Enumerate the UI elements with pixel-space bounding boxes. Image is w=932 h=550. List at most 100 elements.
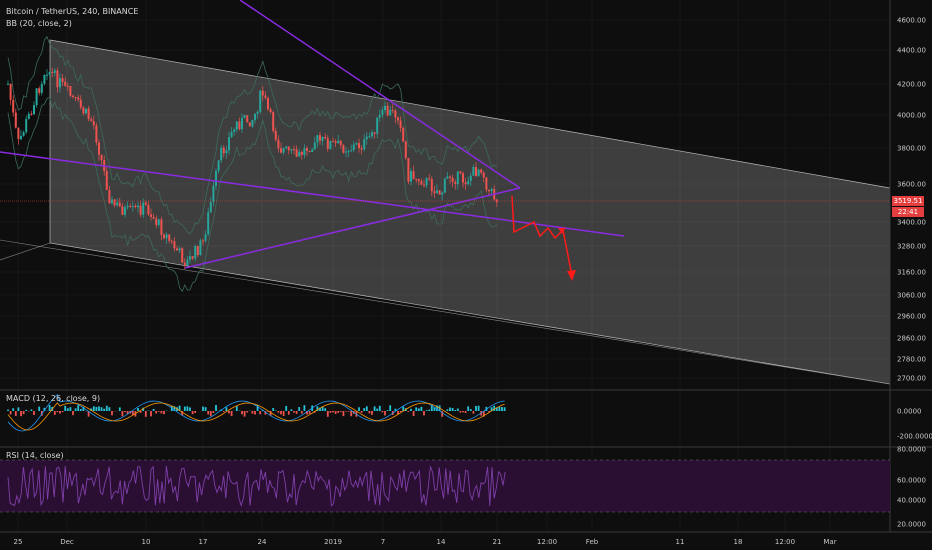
candle-body <box>480 169 483 173</box>
macd-hist-bar <box>326 411 329 417</box>
candle-body <box>222 147 225 154</box>
macd-pane <box>7 393 506 432</box>
candle-body <box>118 202 121 207</box>
candle-body <box>241 118 243 130</box>
candle-body <box>355 143 358 145</box>
macd-hist-bar <box>345 411 347 412</box>
candle-body <box>92 121 95 126</box>
candle-body <box>144 202 147 205</box>
macd-line <box>7 393 505 432</box>
macd-hist-bar <box>14 411 17 416</box>
candle-body <box>108 189 111 204</box>
macd-hist-bar <box>150 411 152 417</box>
candle-body <box>105 171 108 190</box>
time-tick-label: 12:00 <box>537 538 557 546</box>
macd-hist-bar <box>74 408 77 411</box>
macd-hist-bar <box>475 405 477 411</box>
macd-hist-bar <box>105 405 108 411</box>
macd-hist-bar <box>441 411 444 417</box>
macd-hist-bar <box>399 411 402 413</box>
macd-hist-bar <box>235 406 238 411</box>
rsi-band <box>0 460 890 512</box>
macd-hist-bar <box>43 407 46 411</box>
time-tick-label: 21 <box>493 538 502 546</box>
macd-hist-bar <box>56 411 59 413</box>
macd-hist-bar <box>295 411 298 414</box>
macd-hist-bar <box>363 408 366 411</box>
candle-body <box>352 144 355 151</box>
macd-hist-bar <box>420 406 423 411</box>
projection-arrows <box>511 195 576 281</box>
candle-body <box>79 99 82 108</box>
price-tick-label: 2860.00 <box>897 335 926 343</box>
macd-hist-bar <box>436 405 438 411</box>
arrow-path-2 <box>562 229 573 277</box>
candle-body <box>163 234 165 239</box>
candle-body <box>129 205 132 207</box>
candle-body <box>90 118 93 122</box>
macd-hist-bar <box>272 407 275 411</box>
candle-body <box>391 109 394 111</box>
macd-hist-bar <box>446 409 449 411</box>
candle-body <box>371 132 373 137</box>
legend-macd[interactable]: MACD (12, 26, close, 9) <box>6 394 101 403</box>
price-tick-label: 2780.00 <box>897 356 926 364</box>
rsi-tick-label: 40.0000 <box>897 497 926 505</box>
legend-main[interactable]: Bitcoin / TetherUS, 240, BINANCE <box>6 7 139 16</box>
macd-hist-bar <box>66 408 69 411</box>
bollinger-bands <box>7 35 498 293</box>
price-tick-label: 4400.00 <box>897 47 926 55</box>
candle-body <box>389 109 392 116</box>
candle-body <box>472 167 475 176</box>
macd-hist-bar <box>342 411 345 417</box>
macd-hist-bar <box>33 411 35 415</box>
candle-body <box>274 130 277 140</box>
trendline-long <box>0 151 625 237</box>
candle-body <box>399 120 402 128</box>
candle-body <box>425 178 428 186</box>
candle-body <box>358 143 360 149</box>
macd-hist-bar <box>376 408 379 411</box>
macd-hist-bar <box>285 406 288 411</box>
candle-body <box>269 109 272 113</box>
macd-hist-bar <box>139 411 142 413</box>
candle-body <box>66 85 69 87</box>
macd-hist-bar <box>300 411 303 414</box>
candle-body <box>150 214 152 217</box>
macd-hist-bar <box>462 411 464 413</box>
macd-hist-bar <box>178 405 181 411</box>
macd-hist-bar <box>373 406 376 411</box>
candles-layer <box>7 67 498 270</box>
channel-line-left-ext <box>0 242 51 261</box>
legend-rsi[interactable]: RSI (14, close) <box>6 451 64 460</box>
candle-body <box>319 135 321 141</box>
macd-hist-bar <box>7 409 9 411</box>
macd-hist-bar <box>103 408 106 411</box>
macd-hist-bar <box>207 411 210 415</box>
macd-hist-bar <box>225 407 228 411</box>
candle-body <box>209 202 212 213</box>
candle-body <box>280 148 282 153</box>
price-axis[interactable]: 4600.00 4400.00 4200.00 4000.00 3800.00 3600.… <box>897 17 932 529</box>
candle-body <box>116 202 119 206</box>
candle-body <box>436 190 438 194</box>
macd-hist-bar <box>287 411 290 415</box>
candle-body <box>485 177 488 190</box>
candle-body <box>230 131 233 138</box>
price-tick-label: 4000.00 <box>897 112 926 120</box>
time-axis[interactable]: 25 Dec 10 17 24 2019 7 14 21 12:00 Feb 11 18 12:00 Mar <box>14 538 837 546</box>
arrowhead-2 <box>567 270 576 281</box>
candle-body <box>43 75 46 84</box>
legend-bb[interactable]: BB (20, close, 2) <box>6 19 72 28</box>
macd-hist-bar <box>269 411 272 416</box>
macd-hist-bar <box>186 406 189 411</box>
macd-hist-bar <box>189 407 191 411</box>
candle-body <box>38 88 41 93</box>
candle-body <box>264 95 267 98</box>
trendline-upper <box>239 0 521 189</box>
macd-hist-bar <box>69 407 72 411</box>
candle-body <box>165 234 168 239</box>
candle-body <box>225 150 228 154</box>
